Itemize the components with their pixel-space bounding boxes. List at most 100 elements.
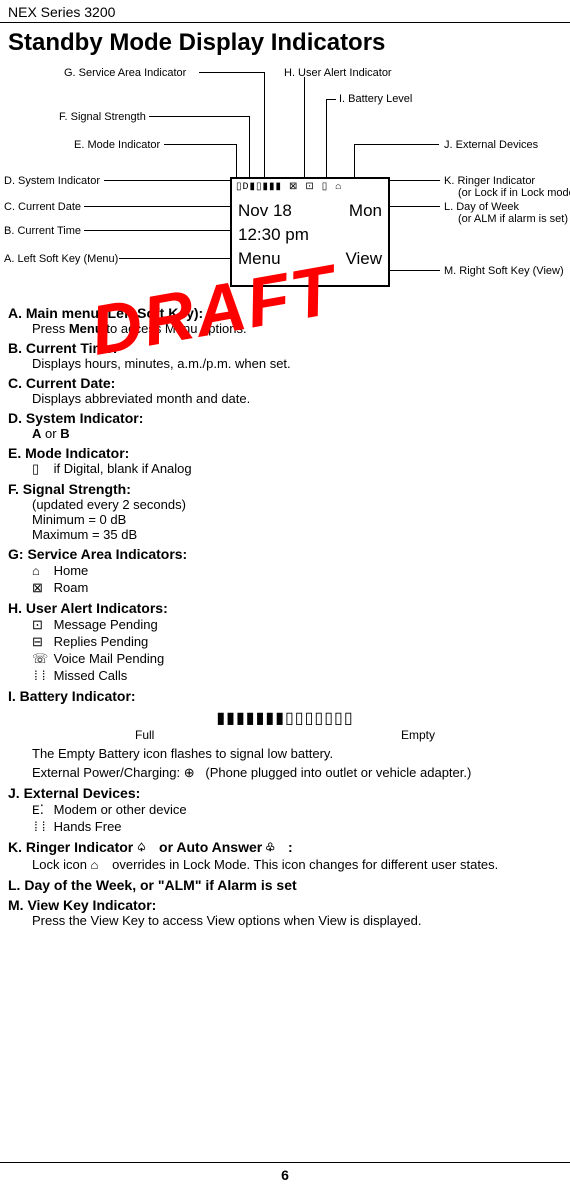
battery-full-label: Full <box>135 728 154 742</box>
auto-answer-icon: ♧ <box>266 840 284 857</box>
label-k2: (or Lock if in Lock mode) <box>458 187 570 199</box>
label-k1: K. Ringer Indicator <box>444 175 535 187</box>
row-h1: ⊡ Message Pending <box>8 617 562 633</box>
missed-calls-icon: ⁞⁞ <box>32 669 50 684</box>
body-i1: The Empty Battery icon flashes to signal… <box>8 746 562 761</box>
text: Modem or other device <box>50 802 187 817</box>
text: (Phone plugged into outlet or vehicle ad… <box>202 765 472 780</box>
text: or <box>41 426 60 441</box>
text: Hands Free <box>50 819 122 834</box>
label-i: I. Battery Level <box>339 93 412 105</box>
body-f3: Maximum = 35 dB <box>8 527 562 542</box>
callout-diagram: G. Service Area Indicator H. User Alert … <box>4 67 566 297</box>
heading-b: B. Current Time: <box>8 340 562 356</box>
replies-pending-icon: ⊟ <box>32 635 50 650</box>
screen-day: Mon <box>349 201 382 221</box>
lock-icon: ⌂ <box>91 858 109 873</box>
indicator-list: A. Main menu (Left Soft Key): Press Menu… <box>0 297 570 934</box>
heading-d: D. System Indicator: <box>8 410 562 426</box>
body-i2: External Power/Charging: ⊕ (Phone plugge… <box>8 765 562 781</box>
softkey-row: Menu View <box>232 247 388 271</box>
heading-g: G: Service Area Indicators: <box>8 546 562 562</box>
label-l2: (or ALM if alarm is set) <box>458 213 568 225</box>
heading-k: K. Ringer Indicator ♤ or Auto Answer ♧ : <box>8 839 562 857</box>
screen-time: 12:30 pm <box>232 223 388 247</box>
body-m: Press the View Key to access View option… <box>8 913 562 928</box>
text: Missed Calls <box>50 668 127 683</box>
charging-icon: ⊕ <box>184 766 202 781</box>
heading-a: A. Main menu (Left Soft Key): <box>8 305 562 321</box>
phone-screen: ▯D▮▯▮▮▮ ⊠ ⊡ ▯ ⌂ Nov 18 Mon 12:30 pm Menu… <box>230 177 390 287</box>
text: External Power/Charging: <box>32 765 184 780</box>
body-e: ▯ if Digital, blank if Analog <box>8 461 562 477</box>
body-b: Displays hours, minutes, a.m./p.m. when … <box>8 356 562 371</box>
row-g1: ⌂ Home <box>8 563 562 579</box>
text: K. Ringer Indicator <box>8 839 137 855</box>
battery-bar: ▮▮▮▮▮▮▮▯▯▯▯▯▯▯ <box>8 708 562 728</box>
text: Lock icon <box>32 857 91 872</box>
row-h4: ⁞⁞ Missed Calls <box>8 668 562 684</box>
row-g2: ⊠ Roam <box>8 580 562 596</box>
softkey-menu[interactable]: Menu <box>238 249 281 269</box>
heading-i: I. Battery Indicator: <box>8 688 562 704</box>
heading-h: H. User Alert Indicators: <box>8 600 562 616</box>
row-h3: ☏ Voice Mail Pending <box>8 651 562 667</box>
text: : <box>284 839 293 855</box>
model-header: NEX Series 3200 <box>0 0 570 23</box>
heading-m: M. View Key Indicator: <box>8 897 562 913</box>
voicemail-icon: ☏ <box>32 652 50 667</box>
label-l1: L. Day of Week <box>444 201 519 213</box>
text-bold: Menu <box>69 321 103 336</box>
text: Roam <box>50 580 88 595</box>
home-icon: ⌂ <box>32 564 50 579</box>
handsfree-icon: ⁞⁞ <box>32 820 50 835</box>
status-bar: ▯D▮▯▮▮▮ ⊠ ⊡ ▯ ⌂ <box>232 179 388 199</box>
ringer-icon: ♤ <box>137 840 155 857</box>
row-j1: E⁚ Modem or other device <box>8 802 562 818</box>
text: Home <box>50 563 88 578</box>
message-pending-icon: ⊡ <box>32 618 50 633</box>
heading-f: F. Signal Strength: <box>8 481 562 497</box>
roam-icon: ⊠ <box>32 581 50 596</box>
screen-date-row: Nov 18 Mon <box>232 199 388 223</box>
row-h2: ⊟ Replies Pending <box>8 634 562 650</box>
text: Message Pending <box>50 617 158 632</box>
heading-l: L. Day of the Week, or "ALM" if Alarm is… <box>8 877 562 893</box>
body-a: Press Menu to access Menu options. <box>8 321 562 336</box>
label-a: A. Left Soft Key (Menu) <box>4 253 118 265</box>
body-f2: Minimum = 0 dB <box>8 512 562 527</box>
label-h: H. User Alert Indicator <box>284 67 392 79</box>
text-bold: B <box>60 426 69 441</box>
text: to access Menu options. <box>103 321 247 336</box>
body-f1: (updated every 2 seconds) <box>8 497 562 512</box>
label-f: F. Signal Strength <box>59 111 146 123</box>
text: overrides in Lock Mode. This icon change… <box>109 857 499 872</box>
text: or Auto Answer <box>155 839 266 855</box>
label-e: E. Mode Indicator <box>74 139 160 151</box>
softkey-view[interactable]: View <box>345 249 382 269</box>
label-g: G. Service Area Indicator <box>64 67 186 79</box>
battery-empty-label: Empty <box>401 728 435 742</box>
row-j2: ⁞⁞ Hands Free <box>8 819 562 835</box>
heading-e: E. Mode Indicator: <box>8 445 562 461</box>
label-b: B. Current Time <box>4 225 81 237</box>
label-j: J. External Devices <box>444 139 538 151</box>
text: Voice Mail Pending <box>50 651 164 666</box>
battery-labels: Full Empty <box>135 728 435 742</box>
page-number: 6 <box>0 1162 570 1183</box>
label-d: D. System Indicator <box>4 175 100 187</box>
body-k: Lock icon ⌂ overrides in Lock Mode. This… <box>8 857 562 873</box>
text-bold: A <box>32 426 41 441</box>
text: if Digital, blank if Analog <box>50 461 192 476</box>
text: Replies Pending <box>50 634 148 649</box>
body-c: Displays abbreviated month and date. <box>8 391 562 406</box>
modem-icon: E⁚ <box>32 803 50 818</box>
body-d: A or B <box>8 426 562 441</box>
label-m: M. Right Soft Key (View) <box>444 265 564 277</box>
heading-c: C. Current Date: <box>8 375 562 391</box>
text: Press <box>32 321 69 336</box>
page-title: Standby Mode Display Indicators <box>0 23 570 67</box>
screen-date: Nov 18 <box>238 201 292 220</box>
label-c: C. Current Date <box>4 201 81 213</box>
heading-j: J. External Devices: <box>8 785 562 801</box>
